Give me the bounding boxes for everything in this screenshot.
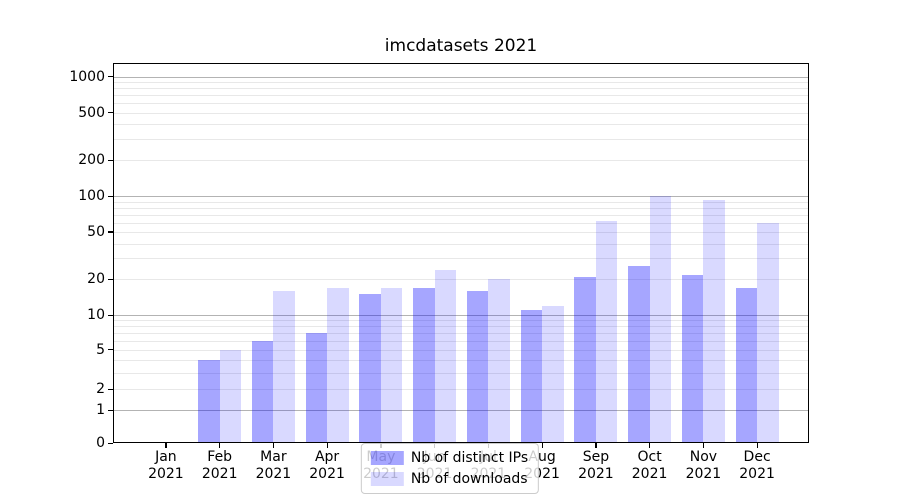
legend-item-downloads: Nb of downloads [370,471,528,487]
minor-gridline [113,160,809,161]
y-tick-label: 100 [78,188,105,204]
bar-feb-distinct-ips [198,360,220,443]
x-tick-label: Jan 2021 [148,449,184,482]
x-tick-mark [756,443,758,448]
x-tick-mark [702,443,705,448]
minor-gridline [113,389,809,391]
y-tick-mark [107,195,113,197]
y-tick-mark [107,349,113,351]
minor-gridline [113,243,809,245]
y-tick-mark [107,409,113,411]
x-tick-mark [541,443,543,448]
legend-swatch-downloads-icon [370,472,404,486]
x-tick-label: Feb 2021 [201,449,238,482]
minor-gridline [113,139,809,140]
bar-sep-downloads [595,220,618,443]
y-tick-label: 20 [87,271,105,288]
bar-jul-downloads [488,279,510,443]
legend-label-downloads: Nb of downloads [410,471,528,487]
minor-gridline [113,207,809,209]
minor-gridline [113,88,809,90]
bar-nov-distinct-ips [681,274,704,443]
minor-gridline [113,82,809,83]
x-tick-label: Dec 2021 [739,449,775,482]
bar-feb-downloads [219,349,242,443]
minor-gridline [113,201,809,203]
plot-area [113,63,809,443]
bar-mar-distinct-ips [251,340,274,443]
bar-dec-distinct-ips [735,287,758,443]
bar-sep-distinct-ips [574,276,596,443]
bar-aug-distinct-ips [520,310,543,443]
minor-gridline [113,349,809,351]
legend-label-distinct-ips: Nb of distinct IPs [410,450,529,466]
x-tick-mark [595,443,597,448]
x-tick-label: Nov 2021 [685,449,722,482]
legend-item-distinct-ips: Nb of distinct IPs [370,450,529,466]
minor-gridline [113,214,809,216]
minor-gridline [113,373,809,374]
minor-gridline [113,320,809,322]
minor-gridline [113,231,809,233]
minor-gridline [113,326,809,328]
minor-gridline [113,340,809,342]
y-tick-label: 1000 [69,68,105,85]
minor-gridline [113,258,809,260]
bar-dec-downloads [757,223,779,443]
y-tick-label: 10 [87,307,105,323]
y-tick-mark [107,388,113,391]
legend-swatch-distinct-ips-icon [370,451,404,465]
minor-gridline [113,222,809,224]
y-tick-mark [107,442,113,444]
bar-may-downloads [380,287,403,443]
x-tick-mark [326,443,328,448]
bar-jun-distinct-ips [413,287,435,443]
bar-oct-downloads [649,196,672,443]
y-tick-mark [107,314,113,316]
bar-jun-downloads [434,270,457,443]
bar-apr-downloads [327,287,349,443]
x-tick-mark [219,443,221,448]
major-gridline [113,76,809,78]
minor-gridline [113,103,809,104]
y-tick-label: 500 [78,104,105,121]
bar-mar-downloads [273,290,295,443]
minor-gridline [113,95,809,96]
y-tick-label: 1 [96,402,105,418]
chart-title: imcdatasets 2021 [384,36,538,56]
y-tick-label: 0 [96,435,105,451]
y-tick-mark [107,231,113,233]
bar-apr-distinct-ips [305,333,328,443]
x-tick-mark [649,443,651,448]
bar-jul-distinct-ips [466,290,489,443]
major-gridline [113,196,809,197]
major-gridline [113,410,809,411]
x-tick-mark [165,443,167,448]
bar-nov-downloads [703,200,725,443]
x-tick-label: Sep 2021 [578,449,614,482]
bar-may-distinct-ips [359,294,381,443]
legend: Nb of distinct IPs Nb of downloads [360,443,540,494]
y-tick-label: 50 [87,223,105,240]
minor-gridline [113,360,809,362]
x-tick-label: Mar 2021 [255,449,292,482]
major-gridline [113,315,809,316]
y-tick-label: 200 [78,152,105,168]
y-tick-mark [107,76,113,78]
bar-aug-downloads [542,305,564,443]
x-tick-mark [272,443,275,448]
x-tick-label: Apr 2021 [309,449,345,482]
x-tick-label: Oct 2021 [631,449,668,482]
y-tick-mark [107,278,113,281]
minor-gridline [113,333,809,334]
minor-gridline [113,124,809,125]
y-tick-mark [107,112,113,114]
minor-gridline [113,112,809,114]
y-tick-mark [107,159,113,161]
y-tick-label: 5 [96,341,105,358]
y-tick-label: 2 [96,381,105,398]
bar-oct-distinct-ips [628,265,650,443]
minor-gridline [113,279,809,281]
